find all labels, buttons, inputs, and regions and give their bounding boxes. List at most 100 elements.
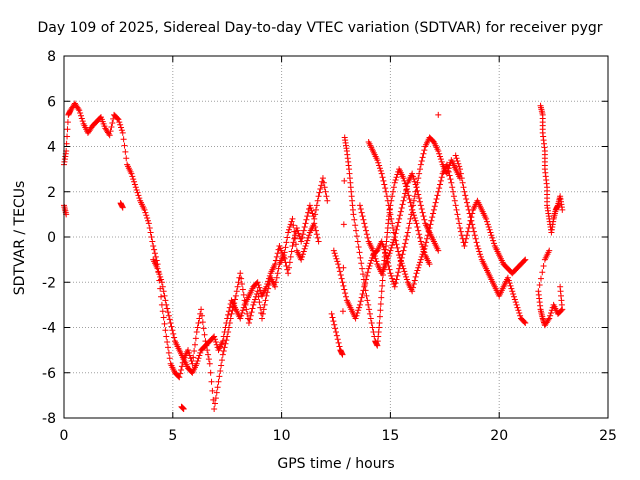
data-point [232,296,239,303]
data-point [445,168,452,175]
data-point [221,329,228,336]
data-point [452,152,459,159]
data-point [356,249,363,256]
data-point [195,319,202,326]
data-point [428,217,435,224]
data-point [410,173,417,180]
data-point [266,272,273,279]
chart-title: Day 109 of 2025, Sidereal Day-to-day VTE… [37,20,603,36]
data-point [462,192,469,199]
data-point [417,202,424,209]
data-point [410,197,417,204]
data-point [447,176,454,183]
data-point [298,238,305,245]
data-point [378,170,385,177]
data-point [462,239,469,246]
data-point [357,205,364,212]
data-point [114,115,121,122]
data-point [289,243,296,250]
data-point [506,280,513,287]
data-point [237,270,244,277]
data-point [119,204,126,211]
data-point [512,299,519,306]
data-point [396,212,403,219]
data-point [383,188,390,195]
data-point [130,176,137,183]
data-point [443,161,450,168]
data-point [272,257,279,264]
data-point [129,173,136,180]
data-point [232,292,239,299]
data-point [166,355,173,362]
data-point [133,186,140,193]
data-point [131,181,138,188]
data-point [341,177,348,184]
data-point [177,370,184,377]
data-point [367,260,374,267]
data-point [229,307,236,314]
data-point [289,215,296,222]
data-point [370,329,377,336]
data-point [536,281,543,288]
data-point [418,253,425,260]
data-point [509,288,516,295]
data-point [198,312,205,319]
data-point [547,312,554,319]
data-point [457,224,464,231]
data-point [320,179,327,186]
data-point [207,369,214,376]
data-point [312,211,319,218]
data-point [409,206,416,213]
data-point [474,243,481,250]
data-point [187,355,194,362]
data-point [158,293,165,300]
data-point [400,265,407,272]
data-point [254,288,261,295]
data-point [394,244,401,251]
data-point [358,260,365,267]
data-point [219,351,226,358]
data-point [323,193,330,200]
data-point [463,235,470,242]
data-point [217,367,224,374]
series-pygr-8 [452,152,529,326]
data-point [134,189,141,196]
data-point [420,213,427,220]
data-point [225,311,232,318]
data-point [398,260,405,267]
data-point [154,265,161,272]
data-point [333,329,339,336]
data-point [470,224,477,231]
data-point [363,227,370,234]
data-point [452,202,459,209]
data-point [379,277,386,284]
data-point [464,203,471,210]
data-point [362,224,369,231]
data-point [510,293,517,300]
data-point [239,286,246,293]
data-point [285,226,292,233]
data-point [419,209,426,216]
data-point [353,227,360,234]
data-point [416,170,423,177]
data-point [418,205,425,212]
data-point [388,272,395,279]
data-point [438,174,445,181]
data-point [419,154,426,161]
data-point [385,253,392,260]
data-point [475,245,482,252]
data-point [426,224,433,231]
data-point [225,308,232,315]
data-point [386,266,393,273]
data-point [262,297,269,304]
data-point [123,155,130,162]
x-axis-label: GPS time / hours [277,456,395,472]
data-point [463,232,470,239]
series-pygr-6 [356,170,442,277]
data-point [164,305,171,312]
data-point [360,216,367,223]
data-point [423,235,430,242]
data-point [352,315,359,322]
data-point [387,270,394,277]
